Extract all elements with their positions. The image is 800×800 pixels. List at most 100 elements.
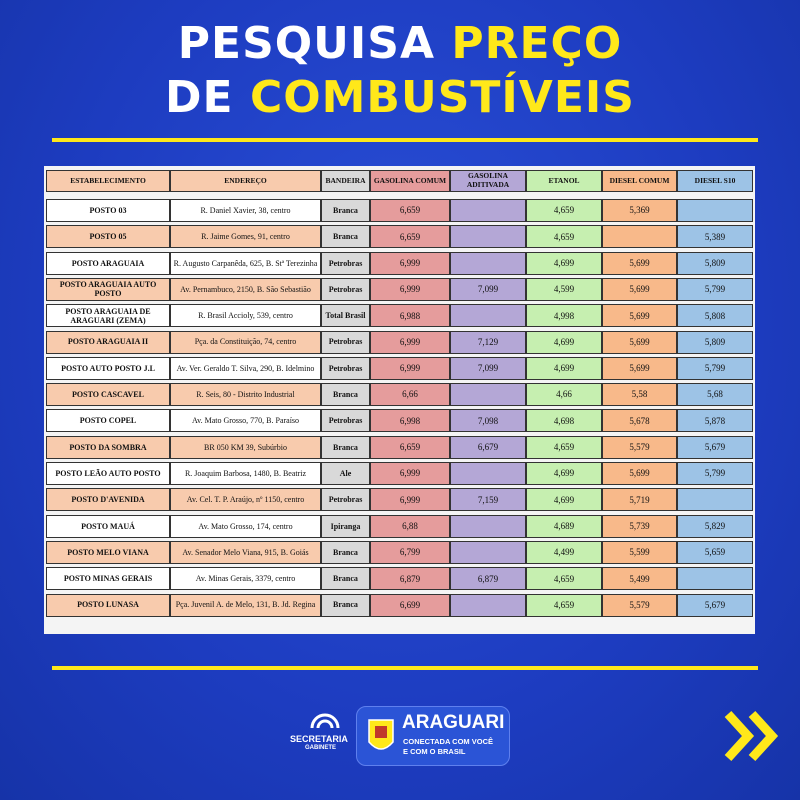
brand: Ale: [321, 462, 370, 485]
address: R. Brasil Accioly, 539, centro: [170, 304, 321, 328]
slogan: CONECTADA COM VOCÊ: [403, 737, 493, 746]
brand: Ipiranga: [321, 514, 370, 538]
additive-gasoline-price: 7,159: [450, 488, 526, 512]
additive-gasoline-price: 7,099: [450, 356, 526, 380]
address: Av. Cel. T. P. Araújo, nº 1150, centro: [170, 488, 321, 512]
diesel-s10-price: 5,809: [677, 330, 753, 354]
brand: Petrobras: [321, 277, 370, 301]
column-header: ETANOL: [526, 170, 602, 192]
diesel-s10-price: 5,389: [677, 225, 753, 249]
gasoline-price: 6,699: [370, 593, 450, 617]
title-line: PESQUISA PREÇO: [0, 18, 800, 69]
divider: [52, 138, 758, 142]
ethanol-price: 4,599: [526, 277, 602, 301]
column-header: DIESEL COMUM: [602, 170, 677, 192]
brand: Branca: [321, 435, 370, 459]
ethanol-price: 4,699: [526, 488, 602, 512]
diesel-s10-price: 5,809: [677, 251, 753, 275]
gasoline-price: 6,999: [370, 277, 450, 301]
title-word: PESQUISA: [177, 18, 436, 69]
address: Av. Ver. Geraldo T. Silva, 290, B. Idelm…: [170, 356, 321, 380]
gasoline-price: 6,999: [370, 356, 450, 380]
station-name: POSTO LEÃO AUTO POSTO: [46, 462, 170, 485]
diesel-price: 5,699: [602, 277, 677, 301]
ethanol-price: 4,66: [526, 383, 602, 407]
gasoline-price: 6,659: [370, 435, 450, 459]
title-word: DE: [165, 72, 234, 123]
diesel-price: 5,699: [602, 462, 677, 485]
station-name: POSTO 03: [46, 199, 170, 222]
title-word: COMBUSTÍVEIS: [249, 72, 635, 123]
divider: [52, 666, 758, 670]
address: Pça. da Constituição, 74, centro: [170, 330, 321, 354]
station-name: POSTO LUNASA: [46, 593, 170, 617]
column-header: DIESEL S10: [677, 170, 753, 192]
diesel-price: 5,678: [602, 409, 677, 433]
diesel-price: 5,739: [602, 514, 677, 538]
gasoline-price: 6,988: [370, 304, 450, 328]
additive-gasoline-price: [450, 593, 526, 617]
ethanol-price: 4,659: [526, 225, 602, 249]
gasoline-price: 6,999: [370, 330, 450, 354]
diesel-s10-price: [677, 488, 753, 512]
additive-gasoline-price: [450, 225, 526, 249]
gasoline-price: 6,999: [370, 251, 450, 275]
additive-gasoline-price: 7,098: [450, 409, 526, 433]
brand: Branca: [321, 383, 370, 407]
brand: Total Brasil: [321, 304, 370, 328]
station-name: POSTO ARAGUAIA II: [46, 330, 170, 354]
station-name: POSTO 05: [46, 225, 170, 249]
gasoline-price: 6,659: [370, 225, 450, 249]
additive-gasoline-price: [450, 383, 526, 407]
diesel-s10-price: 5,679: [677, 435, 753, 459]
brand: Branca: [321, 567, 370, 591]
additive-gasoline-price: 7,129: [450, 330, 526, 354]
gasoline-price: 6,998: [370, 409, 450, 433]
diesel-s10-price: 5,878: [677, 409, 753, 433]
ethanol-price: 4,659: [526, 567, 602, 591]
brand: Branca: [321, 593, 370, 617]
station-name: POSTO MELO VIANA: [46, 540, 170, 564]
diesel-s10-price: 5,799: [677, 356, 753, 380]
diesel-s10-price: 5,659: [677, 540, 753, 564]
station-name: POSTO DA SOMBRA: [46, 435, 170, 459]
brand: Branca: [321, 540, 370, 564]
title-line: DE COMBUSTÍVEIS: [0, 72, 800, 123]
column-header: BANDEIRA: [321, 170, 370, 192]
ethanol-price: 4,659: [526, 593, 602, 617]
gabinete-label: GABINETE: [305, 745, 337, 751]
diesel-price: 5,58: [602, 383, 677, 407]
gasoline-price: 6,879: [370, 567, 450, 591]
diesel-s10-price: 5,68: [677, 383, 753, 407]
secretaria-label: SECRETARIA: [290, 734, 348, 744]
diesel-price: 5,699: [602, 330, 677, 354]
next-arrows: [724, 710, 779, 762]
ethanol-price: 4,699: [526, 330, 602, 354]
city-crest: [368, 719, 394, 750]
ethanol-price: 4,699: [526, 462, 602, 485]
diesel-s10-price: 5,799: [677, 277, 753, 301]
diesel-price: [602, 225, 677, 249]
gasoline-price: 6,66: [370, 383, 450, 407]
gasoline-price: 6,999: [370, 462, 450, 485]
diesel-s10-price: [677, 567, 753, 591]
diesel-price: 5,599: [602, 540, 677, 564]
diesel-s10-price: 5,829: [677, 514, 753, 538]
title-word: PREÇO: [451, 18, 623, 69]
address: R. Seis, 80 - Distrito Industrial: [170, 383, 321, 407]
ethanol-price: 4,699: [526, 356, 602, 380]
diesel-price: 5,699: [602, 251, 677, 275]
diesel-price: 5,369: [602, 199, 677, 222]
brand: Petrobras: [321, 330, 370, 354]
diesel-price: 5,579: [602, 435, 677, 459]
address: R. Joaquim Barbosa, 1480, B. Beatriz: [170, 462, 321, 485]
station-name: POSTO AUTO POSTO J.L: [46, 356, 170, 380]
ethanol-price: 4,699: [526, 251, 602, 275]
additive-gasoline-price: [450, 199, 526, 222]
ethanol-price: 4,499: [526, 540, 602, 564]
brand: Petrobras: [321, 488, 370, 512]
diesel-price: 5,579: [602, 593, 677, 617]
additive-gasoline-price: [450, 304, 526, 328]
address: BR 050 KM 39, Subúrbio: [170, 435, 321, 459]
